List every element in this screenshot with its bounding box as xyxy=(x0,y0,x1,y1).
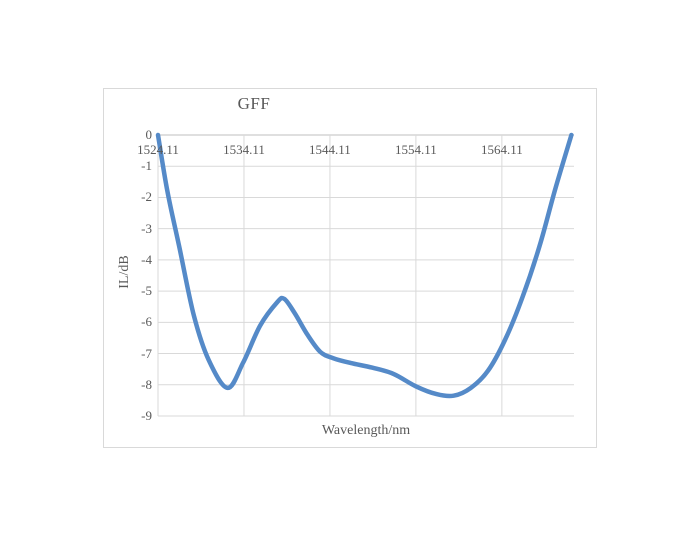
y-tick-label: -6 xyxy=(141,314,152,330)
gridlines xyxy=(157,134,574,417)
y-tick-label: -7 xyxy=(141,345,152,361)
y-tick-label: -2 xyxy=(141,189,152,205)
x-tick-label: 1564.11 xyxy=(480,142,523,157)
y-tick-label: -8 xyxy=(141,376,152,392)
y-tick-label: -5 xyxy=(141,283,152,299)
x-tick-label: 1534.11 xyxy=(223,142,265,157)
plot-area xyxy=(155,132,574,417)
y-tick-label: -4 xyxy=(141,251,152,267)
y-tick-label: -9 xyxy=(141,408,152,423)
y-tick-label: -3 xyxy=(141,220,152,236)
plot-svg xyxy=(155,132,574,417)
x-tick-label: 1524.11 xyxy=(137,142,179,157)
y-tick-label: -1 xyxy=(141,158,152,174)
chart-title: GFF xyxy=(237,94,271,113)
series-line xyxy=(155,132,574,399)
x-tick-label: 1544.11 xyxy=(309,142,351,157)
x-axis-title: Wavelength/nm xyxy=(321,423,411,438)
y-tick-label: 0 xyxy=(145,127,153,142)
chart-area: GFF IL/dB 0 -1 -2 -3 -4 -5 -6 -7 -8 -9 1524.11 153… xyxy=(103,88,597,448)
x-tick-label: 1554.11 xyxy=(395,142,437,157)
